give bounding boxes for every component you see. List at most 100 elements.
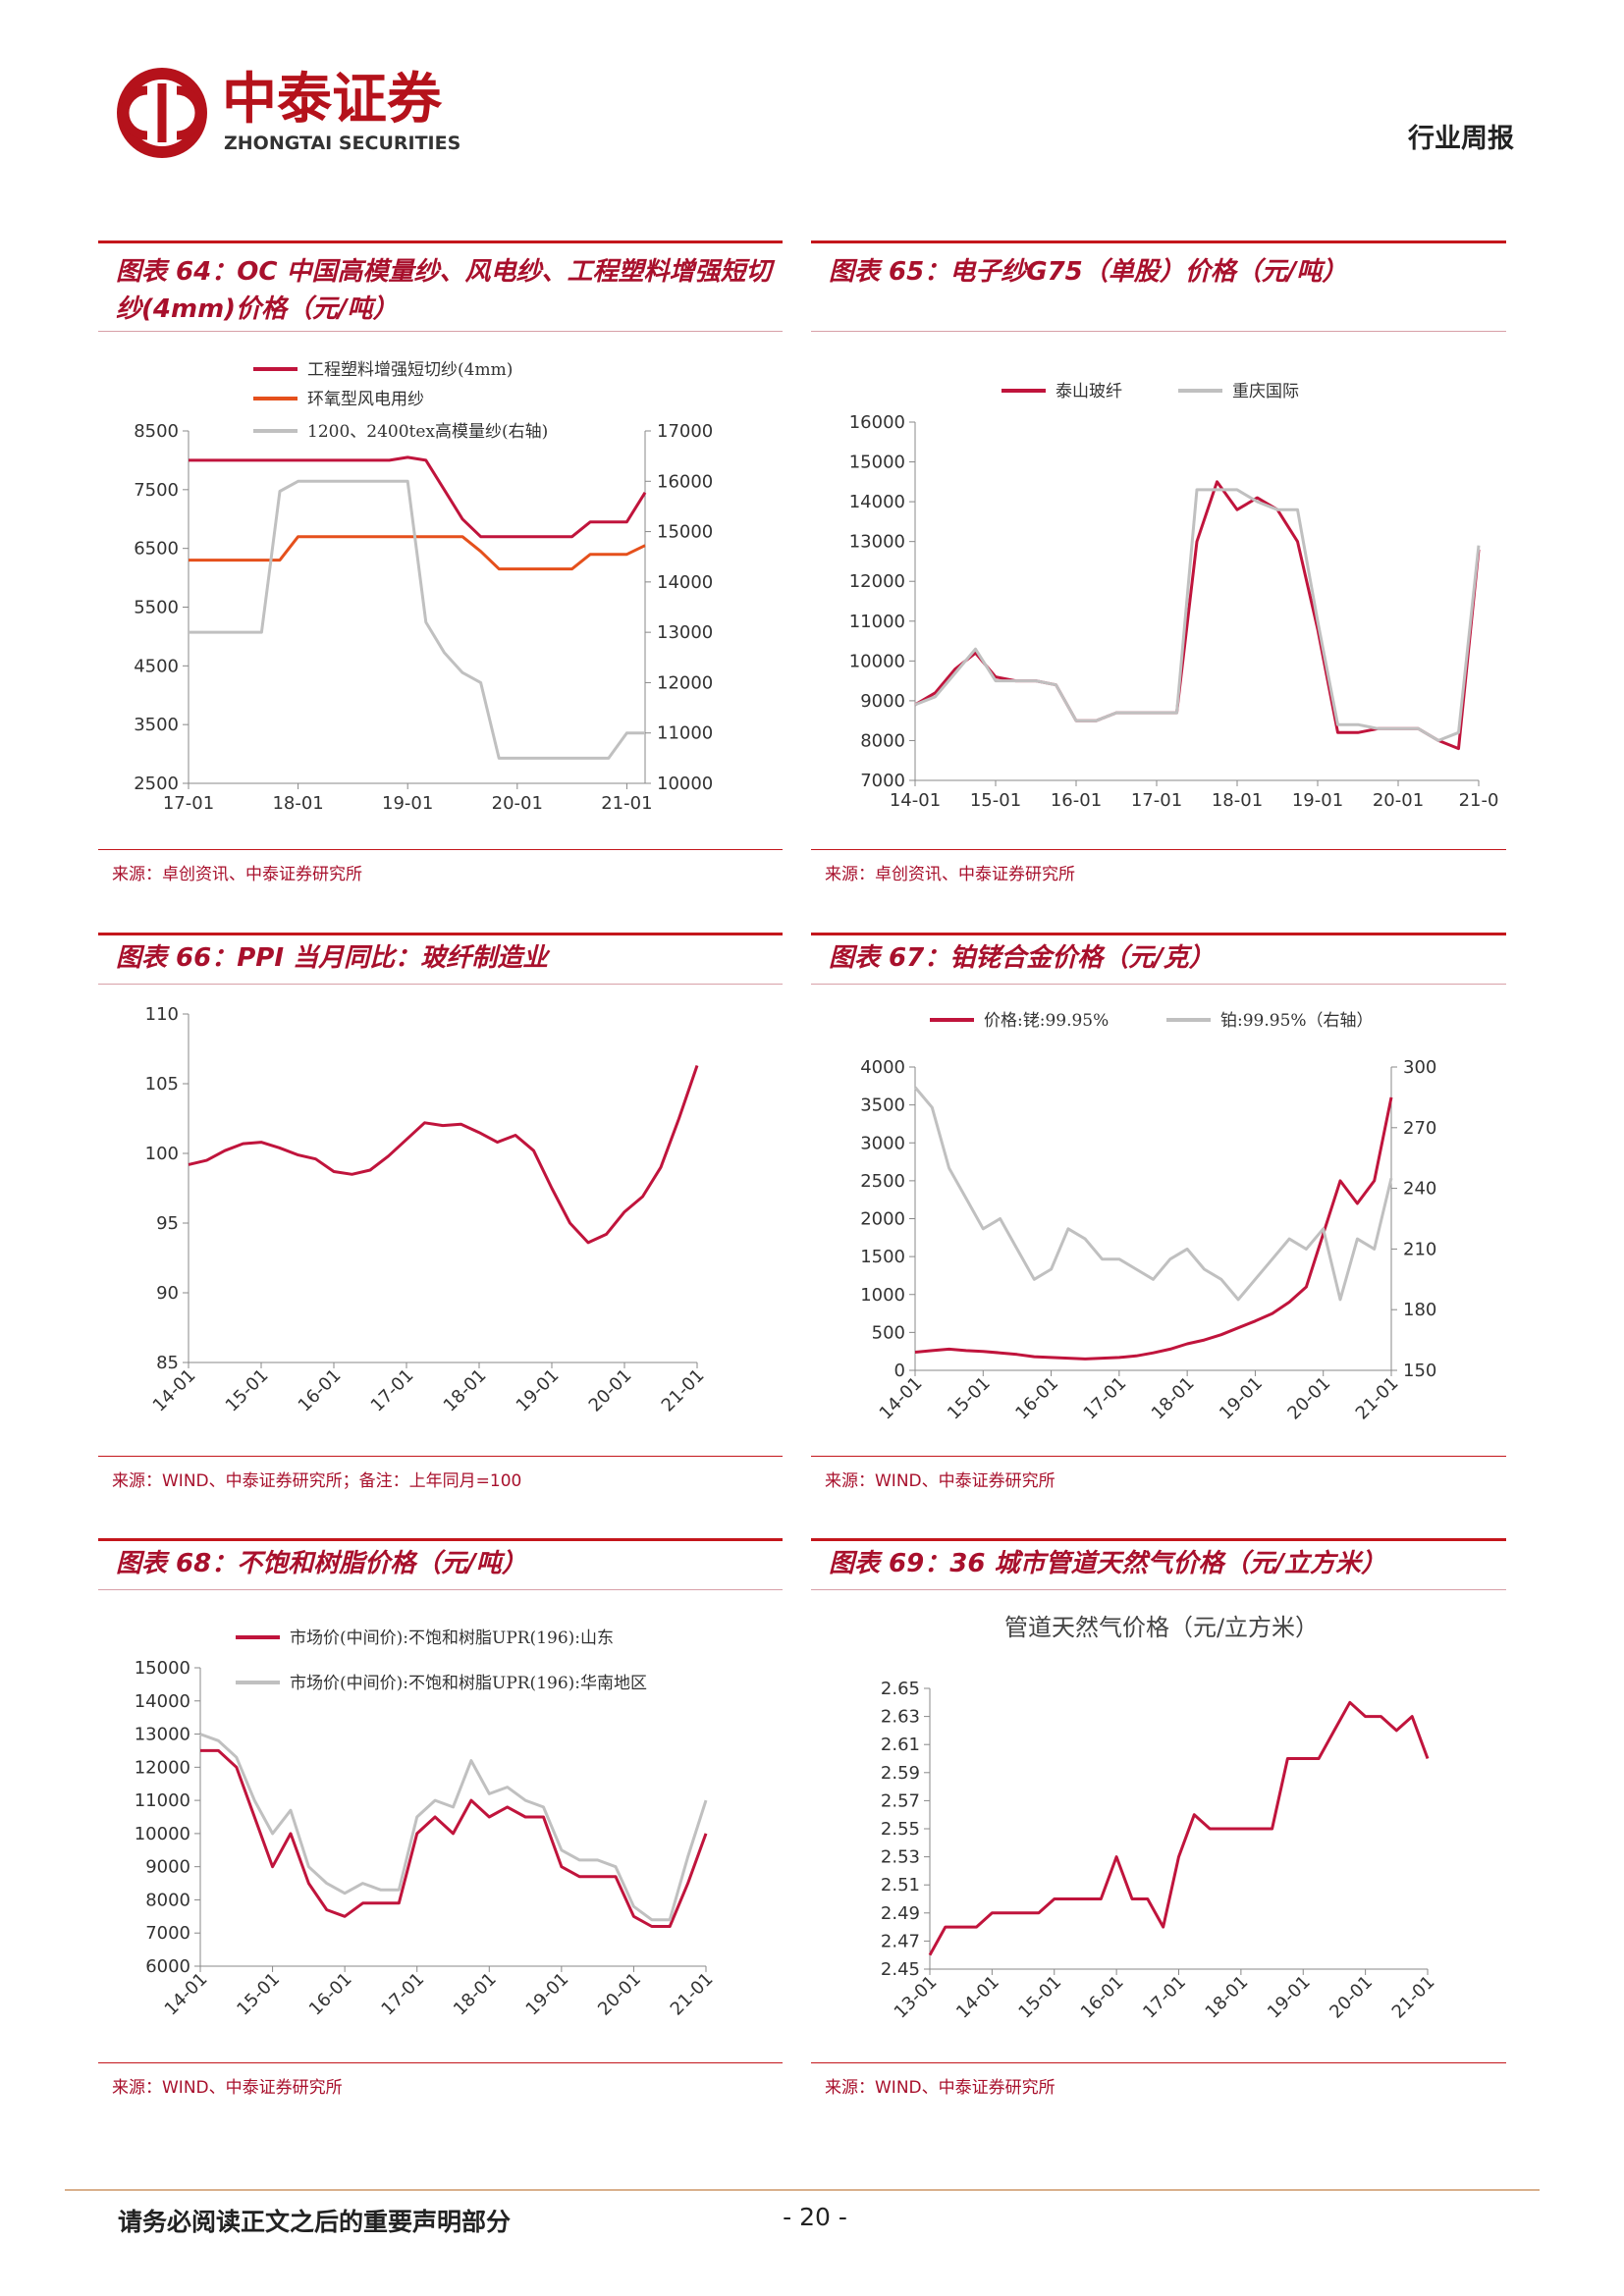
figure-title: 图表 69：36 城市管道天然气价格（元/立方米） [811,1541,1506,1590]
page-number: - 20 - [783,2203,847,2231]
x-tick-label: 19-01 [382,793,433,814]
legend-label: 环氧型风电用纱 [307,390,424,409]
x-tick-label: 17-01 [1080,1373,1131,1424]
legend-label: 市场价(中间价):不饱和树脂UPR(196):华南地区 [290,1674,647,1693]
series-line [188,1065,699,1245]
y-tick-label: 85 [156,1353,179,1373]
x-tick-label: 17-01 [1139,1972,1190,2023]
y-tick-label: 13000 [135,1725,190,1745]
x-tick-label: 15-01 [944,1373,995,1424]
report-type: 行业周报 [1407,123,1514,154]
y2-tick-label: 15000 [657,522,713,543]
x-tick-label: 17-01 [1131,790,1182,811]
logo-mark [120,83,204,142]
x-tick-label: 16-01 [305,1969,356,2020]
x-tick-label: 18-01 [1202,1972,1253,2023]
x-tick-label: 20-01 [585,1365,636,1416]
y-tick-label: 100 [145,1144,179,1164]
y-tick-label: 14000 [849,492,905,512]
y-tick-label: 10000 [849,651,905,671]
y-tick-label: 2000 [860,1209,905,1230]
x-tick-label: 15-01 [222,1365,273,1416]
x-tick-label: 15-01 [970,790,1021,811]
x-tick-label: 16-01 [1077,1972,1128,2023]
y2-tick-label: 14000 [657,572,713,593]
y-tick-label: 2.55 [881,1819,920,1840]
y-tick-label: 2.63 [881,1707,920,1728]
x-tick-label: 16-01 [295,1365,346,1416]
series-line [189,479,645,760]
y2-tick-label: 11000 [657,723,713,744]
series-line [189,535,646,571]
x-tick-label: 17-01 [377,1969,428,2020]
figure-title: 图表 64：OC 中国高模量纱、风电纱、工程塑料增强短切纱(4mm)价格（元/吨… [98,243,783,332]
y-tick-label: 3500 [860,1095,905,1116]
figure-panel: 图表 69：36 城市管道天然气价格（元/立方米） 2.45 2.47 2.49 2.… [811,1538,1506,2098]
y-tick-label: 6500 [134,539,179,560]
x-tick-label: 18-01 [440,1365,491,1416]
chart: 2500 3500 4500 5500 6500 7500 8500 10000 11000 12… [134,360,713,814]
x-tick-label: 21-01 [1352,1373,1403,1424]
y2-tick-label: 16000 [657,471,713,492]
source: 来源：WIND、中泰证券研究所 [811,2062,1506,2098]
y-tick-label: 105 [145,1074,179,1095]
x-tick-label: 18-01 [1212,790,1263,811]
x-tick-label: 17-01 [163,793,214,814]
x-tick-label: 20-01 [1283,1373,1334,1424]
company-name: 中泰证券 [222,68,443,132]
x-tick-label: 18-01 [272,793,323,814]
x-tick-label: 19-01 [1216,1373,1267,1424]
y-tick-label: 7500 [134,480,179,501]
y2-tick-label: 240 [1403,1179,1436,1200]
y-tick-label: 2.53 [881,1847,920,1868]
series-line [199,1733,708,1922]
x-tick-label: 21-01 [667,1969,718,2020]
figure-panel: 图表 66：PPI 当月同比：玻纤制造业 85 90 95 100 105 110 14-0… [98,933,783,1491]
source: 来源：WIND、中泰证券研究所 [811,1456,1506,1491]
y-tick-label: 9000 [145,1857,190,1878]
y-tick-label: 3000 [860,1133,905,1153]
y-tick-label: 8500 [134,421,179,442]
y-tick-label: 10000 [135,1824,190,1844]
y-tick-label: 1500 [860,1247,905,1267]
y-tick-label: 8000 [860,730,905,751]
series-line [913,1086,1393,1302]
x-tick-label: 15-01 [233,1969,284,2020]
x-tick-label: 15-01 [1014,1972,1065,2023]
x-tick-label: 14-01 [952,1972,1003,2023]
legend-label: 铂:99.95%（右轴） [1220,1011,1374,1031]
figure-panel: 图表 65：电子纱G75（单股）价格（元/吨） 7000 8000 9000 1000… [811,240,1506,884]
y-tick-label: 95 [156,1213,179,1234]
series-line [914,1096,1393,1361]
chart: 7000 8000 9000 10000 11000 12000 13000 14000 150… [849,382,1499,811]
company-en: ZHONGTAI SECURITIES [224,133,460,154]
figure-title: 图表 66：PPI 当月同比：玻纤制造业 [98,935,783,985]
y-tick-label: 9000 [860,691,905,712]
x-tick-label: 18-01 [450,1969,501,2020]
chart: 6000 7000 8000 9000 10000 11000 12000 13000 1400… [135,1629,718,2020]
header: 中泰证券 ZHONGTAI SECURITIES 行业周报 [117,68,1514,158]
y-tick-label: 2500 [860,1171,905,1192]
y-tick-label: 11000 [135,1790,190,1811]
figure-panel: 图表 68：不饱和树脂价格（元/吨） 6000 7000 8000 9000 10000… [98,1538,783,2098]
y2-tick-label: 12000 [657,672,713,693]
x-tick-label: 21-01 [601,793,652,814]
legend-label: 工程塑料增强短切纱(4mm) [307,360,513,380]
x-tick-label: 21-01 [658,1365,709,1416]
x-tick-label: 16-01 [1011,1373,1062,1424]
y-tick-label: 14000 [135,1691,190,1712]
y-tick-label: 12000 [135,1757,190,1778]
source: 来源：WIND、中泰证券研究所；备注：上年同月=100 [98,1456,783,1491]
y-tick-label: 12000 [849,571,905,592]
x-tick-label: 14-01 [890,790,941,811]
y-tick-label: 2.49 [881,1903,920,1924]
series-line [189,455,647,539]
x-tick-label: 21-0 [1459,790,1499,811]
y2-tick-label: 13000 [657,622,713,643]
x-tick-label: 18-01 [1148,1373,1199,1424]
y-tick-label: 4500 [134,656,179,676]
series-line [914,480,1481,751]
source: 来源：WIND、中泰证券研究所 [98,2062,783,2098]
y-tick-label: 2.59 [881,1763,920,1784]
